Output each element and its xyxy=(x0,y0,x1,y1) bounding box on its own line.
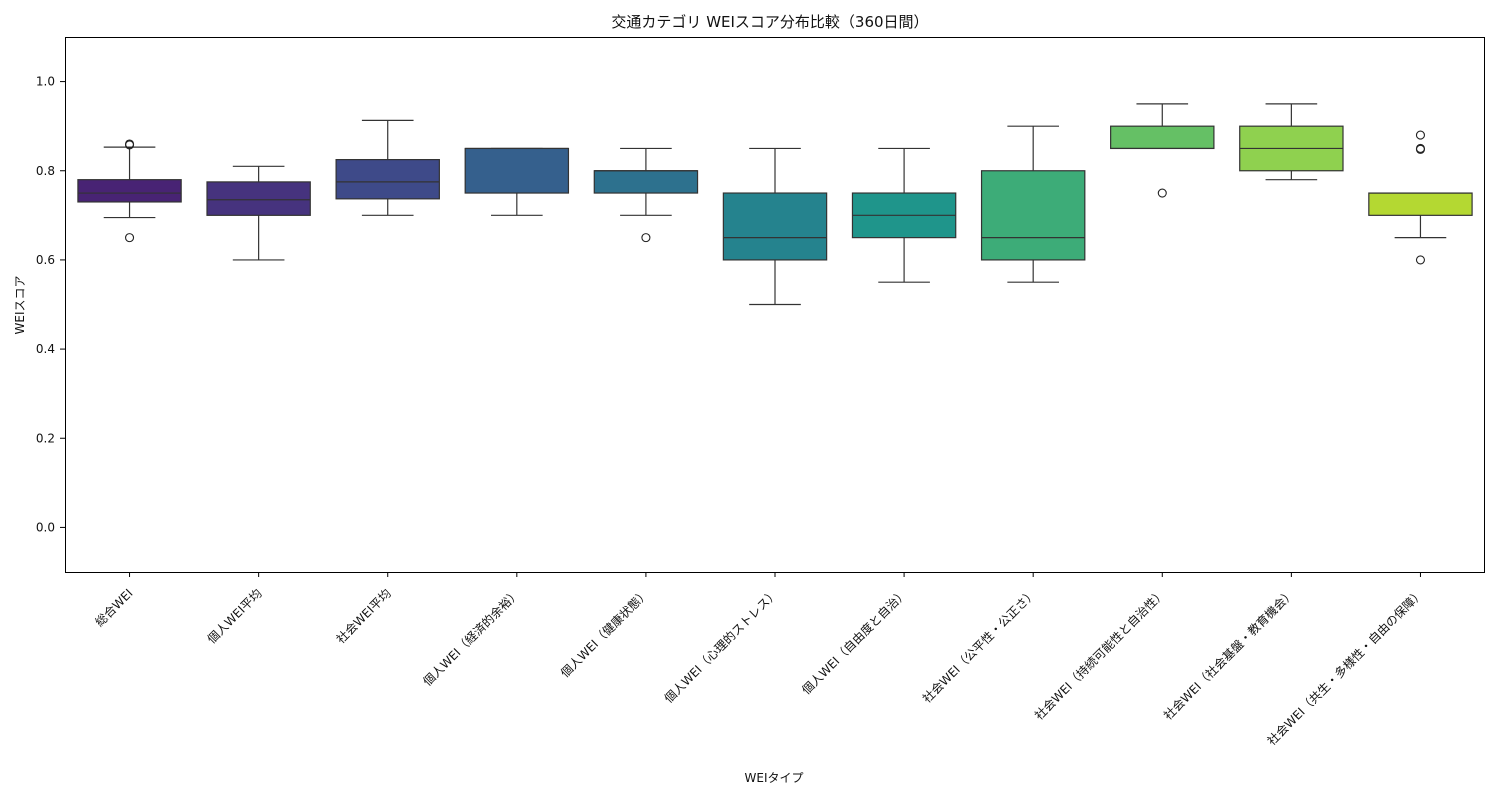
box-group xyxy=(722,147,828,306)
box-body xyxy=(722,192,828,261)
outlier-point xyxy=(124,233,135,243)
y-tick-label: 0.2 xyxy=(36,431,55,445)
outlier-point xyxy=(1415,255,1426,265)
box-body xyxy=(206,181,311,216)
box-group xyxy=(1110,103,1215,198)
x-axis: 総合WEI 個人WEI平均 社会WEI平均 個人WEI（経済的余裕） 個人WEI（健康状… xyxy=(92,572,1427,748)
box-group xyxy=(1368,130,1473,265)
x-tick-label: 社会WEI（公平性・公正さ） xyxy=(919,586,1039,706)
x-tick-label: 社会WEI平均 xyxy=(333,586,394,647)
y-tick-label: 0.4 xyxy=(36,342,55,356)
outlier-point xyxy=(1157,188,1167,198)
y-axis: 0.0 0.2 0.4 0.6 0.8 1.0 xyxy=(36,75,65,534)
box-group xyxy=(980,125,1086,283)
x-tick-label: 個人WEI平均 xyxy=(205,586,265,646)
outlier-point xyxy=(1415,143,1426,154)
box-body xyxy=(593,170,699,194)
x-tick-label: 個人WEI（自由度と自治） xyxy=(798,586,910,698)
box-group xyxy=(335,119,440,216)
boxes-layer xyxy=(77,103,1473,306)
outlier-point xyxy=(641,233,651,243)
box-group xyxy=(1239,103,1344,181)
x-tick-label: 社会WEI（共生・多様性・自由の保障） xyxy=(1264,586,1427,749)
box-group xyxy=(77,139,182,243)
box-body xyxy=(464,147,570,194)
y-axis-label: WEIスコア xyxy=(13,276,27,335)
box-group xyxy=(851,147,957,283)
box-body xyxy=(1368,192,1473,216)
box-group xyxy=(593,147,699,243)
x-tick-label: 個人WEI（経済的余裕） xyxy=(420,586,523,689)
box-group xyxy=(206,165,311,261)
chart-title: 交通カテゴリ WEIスコア分布比較（360日間） xyxy=(611,13,928,31)
x-tick-label: 社会WEI（社会基盤・教育機会） xyxy=(1160,586,1297,723)
box-group xyxy=(464,147,570,216)
outlier-point xyxy=(124,139,135,149)
y-tick-label: 0.0 xyxy=(36,520,55,534)
box-body xyxy=(335,159,440,200)
x-tick-label: 個人WEI（心理的ストレス） xyxy=(661,586,781,706)
x-tick-label: 総合WEI xyxy=(92,586,136,630)
outlier-point xyxy=(1415,130,1426,140)
x-tick-label: 個人WEI（健康状態） xyxy=(557,586,652,681)
box-body xyxy=(77,179,182,203)
y-tick-label: 0.6 xyxy=(36,253,55,267)
y-tick-label: 0.8 xyxy=(36,164,55,178)
x-axis-label: WEIタイプ xyxy=(745,771,804,785)
y-tick-label: 1.0 xyxy=(36,75,55,89)
box-body xyxy=(1110,125,1215,150)
x-tick-label: 社会WEI（持続可能性と自治性） xyxy=(1031,586,1168,723)
box-body xyxy=(980,170,1086,261)
